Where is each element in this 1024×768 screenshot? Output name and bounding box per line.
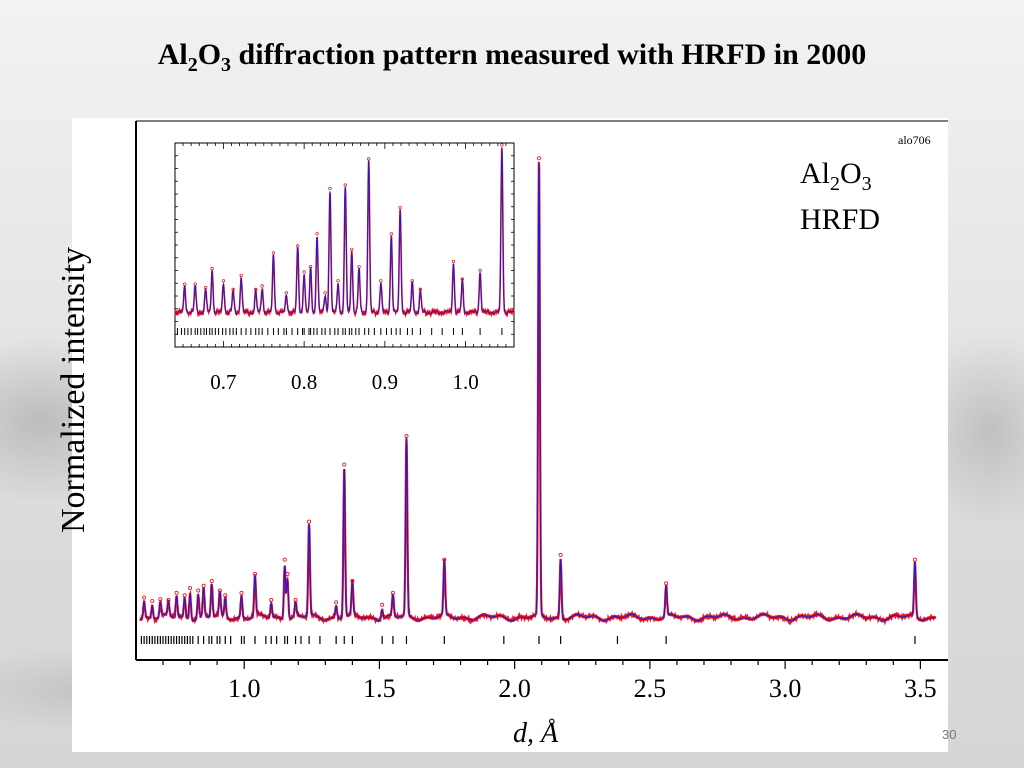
- peak-top-marker: [166, 598, 171, 603]
- y-axis-label: Normalized intensity: [55, 246, 92, 534]
- peak-top-marker: [201, 583, 206, 588]
- inset-peak-top-marker: [231, 287, 235, 292]
- peak-top-marker: [253, 571, 258, 576]
- peak-top-marker: [558, 552, 563, 557]
- legend-instrument: HRFD: [800, 203, 881, 236]
- inset-x-tick-label: 0.7: [210, 370, 236, 394]
- inset-peak-top-marker: [336, 279, 340, 283]
- x-tick-label: 3.0: [769, 674, 802, 703]
- inset-peak-top-marker: [389, 232, 393, 236]
- inset-peak-top-marker: [323, 291, 327, 295]
- inset-peak-top-marker: [328, 186, 332, 191]
- peak-top-marker: [158, 597, 163, 602]
- peak-top-marker: [239, 590, 244, 595]
- inset-peak-top-marker: [398, 205, 402, 210]
- peak-top-marker: [293, 598, 298, 603]
- inset-x-tick-label: 0.9: [372, 370, 398, 394]
- inset-peak-top-marker: [193, 282, 197, 286]
- inset-peak-top-marker: [500, 143, 504, 147]
- x-tick-label: 1.0: [228, 674, 261, 703]
- run-id-label: alo706: [898, 133, 931, 147]
- peak-top-marker: [223, 593, 228, 598]
- inset-peak-top-marker: [315, 232, 319, 236]
- peak-top-marker: [174, 590, 179, 595]
- inset-peak-top-marker: [367, 157, 371, 161]
- inset-peak-top-marker: [478, 268, 482, 272]
- x-tick-label: 1.5: [363, 674, 396, 703]
- inset-peak-top-marker: [271, 251, 276, 255]
- peak-top-marker: [334, 600, 339, 605]
- peak-top-marker: [342, 462, 347, 467]
- inset-peak-top-marker: [343, 183, 347, 187]
- page-number: 30: [942, 727, 957, 742]
- peak-top-marker: [269, 598, 274, 603]
- inset-peak-top-marker: [221, 279, 226, 283]
- peak-top-marker: [285, 571, 290, 576]
- inset-peak-top-marker: [357, 265, 361, 269]
- peak-top-marker: [912, 557, 917, 562]
- legend-formula: Al2O3: [800, 157, 872, 195]
- inset-peak-top-marker: [204, 286, 208, 290]
- peak-top-marker: [196, 588, 201, 593]
- inset-peak-top-marker: [460, 277, 464, 281]
- x-axis-label: d, Å: [513, 718, 559, 749]
- peak-top-marker: [536, 156, 541, 161]
- peak-top-marker: [188, 586, 193, 591]
- peak-top-marker: [282, 557, 287, 562]
- inset-peak-top-marker: [379, 279, 383, 283]
- inset-peak-top-marker: [308, 265, 313, 269]
- slide-title: Al2O3 diffraction pattern measured with …: [157, 38, 867, 76]
- peak-top-marker: [307, 519, 312, 524]
- calculated-series-line: [139, 163, 936, 622]
- inset-peak-top-marker: [410, 279, 414, 283]
- peak-top-marker: [390, 590, 395, 595]
- inset-peak-top-marker: [418, 287, 423, 292]
- inset-peak-top-marker: [350, 247, 354, 252]
- inset-x-tick-label: 0.8: [291, 370, 317, 394]
- sample-legend: Al2O3 HRFD: [800, 156, 880, 238]
- inset-peak-top-marker: [210, 266, 214, 271]
- peak-top-marker: [404, 434, 409, 439]
- peak-top-marker: [380, 602, 385, 607]
- peak-top-marker: [182, 593, 187, 598]
- peak-top-marker: [150, 598, 155, 603]
- x-tick-label: 2.5: [634, 674, 667, 703]
- inset-peak-top-marker: [183, 282, 187, 286]
- peak-top-marker: [350, 579, 355, 584]
- peak-top-marker: [442, 557, 447, 562]
- inset-peak-top-marker: [239, 273, 243, 278]
- inset-peak-top-marker: [284, 291, 289, 295]
- peak-top-marker: [217, 588, 222, 593]
- x-tick-label: 3.5: [904, 674, 937, 703]
- peak-top-marker: [142, 595, 147, 600]
- peak-top-marker: [209, 579, 214, 584]
- inset-peak-top-marker: [260, 284, 264, 288]
- inset-x-tick-label: 1.0: [452, 370, 478, 394]
- x-tick-label: 2.0: [498, 674, 531, 703]
- inset-peak-top-marker: [254, 287, 258, 292]
- diffraction-chart: 1.0 1.5 2.0 2.5 3.0 3.5 0.7 0.8 0.9 1.0: [135, 120, 948, 703]
- figure-panel: 1.0 1.5 2.0 2.5 3.0 3.5 0.7 0.8 0.9 1.0: [72, 118, 948, 752]
- inset-peak-top-marker: [302, 270, 306, 274]
- inset-calculated-series-line: [174, 147, 515, 315]
- peak-top-marker: [664, 581, 669, 586]
- inset-peak-top-marker: [296, 244, 300, 248]
- inset-peak-top-marker: [451, 259, 456, 264]
